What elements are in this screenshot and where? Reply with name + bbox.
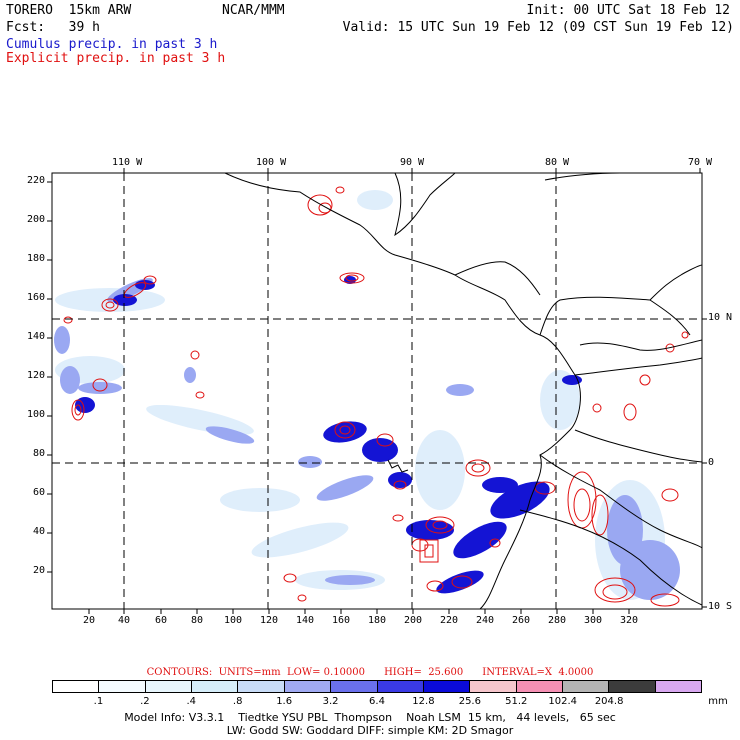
grid-x-240: 240 [476,615,495,626]
colorbar-label: .8 [232,696,243,707]
grid-y-120: 120 [27,370,46,381]
model-info-line1: Model Info: V3.3.1 Tiedtke YSU PBL Thomp… [124,711,616,724]
colorbar-swatch-1 [99,681,146,692]
colorbar-swatch-12 [609,681,656,692]
colorbar-label: 51.2 [505,696,528,707]
grid-y-80: 80 [33,448,46,459]
tick-marks [47,168,707,614]
grid-x-180: 180 [368,615,387,626]
cumulus-precip-light [55,190,665,600]
colorbar-swatch-5 [284,681,332,692]
colorbar-swatch-8 [423,681,471,692]
colorbar-label: 6.4 [369,696,385,707]
grid-y-60: 60 [33,487,46,498]
colorbar-swatch-7 [377,681,424,692]
grid-y-20: 20 [33,565,46,576]
lon-label-100w: 100 W [256,157,287,168]
grid-x-140: 140 [296,615,315,626]
grid-y-40: 40 [33,526,46,537]
explicit-precip-contours [63,186,689,607]
lat-lon-grid [52,173,702,609]
colorbar-swatch-11 [562,681,610,692]
lat-label-10n: 10 N [708,312,733,323]
model-info-line2: LW: Godd SW: Goddard DIFF: simple KM: 2D… [226,724,514,737]
contours-info: CONTOURS: UNITS=mm LOW= 0.10000 HIGH= 25… [146,667,594,678]
colorbar-swatch-2 [145,681,193,692]
colorbar-label: .4 [186,696,197,707]
grid-x-220: 220 [440,615,459,626]
grid-y-100: 100 [27,409,46,420]
colorbar-label: 204.8 [594,696,624,707]
colorbar-label: 102.4 [548,696,578,707]
lon-label-80w: 80 W [545,157,570,168]
colorbar-label: .2 [140,696,150,707]
lat-label-10s: 10 S [708,601,733,612]
grid-x-80: 80 [191,615,204,626]
colorbar-label: 3.2 [322,696,339,707]
grid-x-40: 40 [118,615,131,626]
grid-x-100: 100 [224,615,243,626]
organization: NCAR/MMM [222,3,285,18]
grid-x-260: 260 [512,615,531,626]
colorbar [52,680,702,693]
colorbar-swatch-4 [238,681,285,692]
valid-time: Valid: 15 UTC Sun 19 Feb 12 (09 CST Sun … [342,20,734,35]
colorbar-swatch-6 [331,681,378,692]
lon-label-70w: 70 W [688,157,713,168]
init-time: Init: 00 UTC Sat 18 Feb 12 [526,3,731,18]
grid-x-120: 120 [260,615,279,626]
cumulus-precip-medium [54,278,680,600]
lon-label-110w: 110 W [112,157,143,168]
grid-x-300: 300 [584,615,603,626]
lon-label-90w: 90 W [400,157,425,168]
colorbar-swatch-13 [655,681,702,692]
colorbar-swatch-3 [192,681,239,692]
lat-label-equator: 0 [708,457,715,468]
model-name: TORERO 15km ARW [6,3,132,18]
grid-x-160: 160 [332,615,351,626]
grid-x-200: 200 [404,615,423,626]
cumulus-precip-heavy [75,276,582,594]
colorbar-label: .1 [93,696,104,707]
colorbar-swatch-0 [53,681,100,692]
colorbar-label: 12.8 [412,696,435,707]
explicit-field-label: Explicit precip. in past 3 h [6,51,226,66]
coastlines [224,173,702,609]
grid-x-60: 60 [155,615,168,626]
cumulus-field-label: Cumulus precip. in past 3 h [6,37,218,52]
grid-y-200: 200 [27,214,46,225]
grid-y-180: 180 [27,253,46,264]
grid-y-220: 220 [27,175,46,186]
grid-x-20: 20 [83,615,96,626]
forecast-hour: Fcst: 39 h [6,20,100,35]
grid-x-320: 320 [620,615,639,626]
grid-y-140: 140 [27,331,46,342]
colorbar-label: 1.6 [276,696,293,707]
colorbar-label: 25.6 [458,696,481,707]
grid-y-160: 160 [27,292,46,303]
colorbar-unit: mm [708,696,728,707]
colorbar-swatch-10 [516,681,563,692]
grid-x-280: 280 [548,615,567,626]
colorbar-swatch-9 [470,681,517,692]
